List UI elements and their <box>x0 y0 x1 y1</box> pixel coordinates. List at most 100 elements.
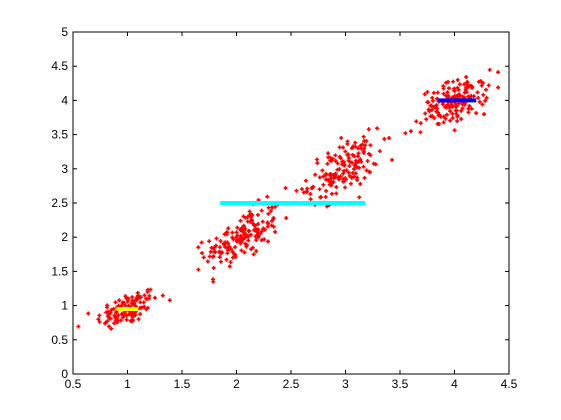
data-point <box>76 324 81 329</box>
data-point <box>451 79 456 84</box>
data-point <box>353 171 358 176</box>
data-point <box>294 188 299 193</box>
data-point <box>152 295 157 300</box>
data-point <box>454 108 459 113</box>
data-point <box>86 311 91 316</box>
data-point <box>250 218 255 223</box>
data-point <box>246 238 251 243</box>
data-point <box>109 308 114 313</box>
data-point <box>238 236 243 241</box>
data-point <box>313 172 318 177</box>
data-point <box>254 237 259 242</box>
data-point <box>334 191 339 196</box>
data-point <box>311 184 316 189</box>
data-point <box>228 260 233 265</box>
y-tick-label: 1.5 <box>51 264 68 278</box>
data-point <box>326 178 331 183</box>
data-point <box>225 248 230 253</box>
data-point <box>335 161 340 166</box>
data-point <box>441 84 446 89</box>
data-point <box>214 236 219 241</box>
data-point <box>448 118 453 123</box>
data-point <box>449 104 454 109</box>
data-point <box>334 185 339 190</box>
data-point <box>450 116 455 121</box>
data-point <box>235 225 240 230</box>
data-point <box>352 167 357 172</box>
data-point <box>135 290 140 295</box>
data-point <box>328 172 333 177</box>
data-point <box>486 83 491 88</box>
data-point <box>455 119 460 124</box>
y-tick-label: 3.5 <box>51 128 68 142</box>
data-point <box>255 212 260 217</box>
data-point <box>343 185 348 190</box>
data-point <box>481 92 486 97</box>
data-point <box>239 229 244 234</box>
data-point <box>353 158 358 163</box>
data-point <box>106 324 111 329</box>
data-point <box>361 164 366 169</box>
data-point <box>130 315 135 320</box>
data-point <box>301 190 306 195</box>
x-tick-label: 3.5 <box>392 377 409 391</box>
data-point <box>315 161 320 166</box>
data-point <box>479 83 484 88</box>
y-tick-label: 4 <box>61 93 68 107</box>
data-point <box>460 94 465 99</box>
data-point <box>426 100 431 105</box>
data-point <box>342 168 347 173</box>
data-point <box>224 257 229 262</box>
data-point <box>233 255 238 260</box>
data-point <box>196 245 201 250</box>
data-point <box>441 91 446 96</box>
data-point <box>125 299 130 304</box>
data-point <box>259 208 264 213</box>
data-point <box>337 154 342 159</box>
y-tick-label: 2.5 <box>51 196 68 210</box>
data-point <box>112 321 117 326</box>
data-point <box>273 204 278 209</box>
data-point <box>299 187 304 192</box>
data-point <box>347 163 352 168</box>
data-point <box>251 252 256 257</box>
data-point <box>317 187 322 192</box>
data-point <box>97 313 102 318</box>
data-point <box>348 181 353 186</box>
data-point <box>467 103 472 108</box>
y-tick-label: 3 <box>61 162 68 176</box>
data-point <box>341 171 346 176</box>
data-point <box>136 317 141 322</box>
data-point <box>232 252 237 257</box>
data-point <box>408 129 413 134</box>
data-point <box>443 116 448 121</box>
data-point <box>109 326 114 331</box>
data-point <box>352 174 357 179</box>
data-point <box>129 319 134 324</box>
data-point <box>445 90 450 95</box>
y-tick-labels: 0 0.5 1 1.5 2 2.5 3 3.5 4 4.5 5 <box>51 25 68 381</box>
y-tick-label: 0.5 <box>51 333 68 347</box>
data-point <box>329 183 334 188</box>
data-point <box>414 119 419 124</box>
data-point <box>273 229 278 234</box>
data-point <box>138 300 143 305</box>
data-point <box>247 209 252 214</box>
data-point <box>224 230 229 235</box>
data-point <box>96 317 101 322</box>
data-point <box>450 111 455 116</box>
data-point <box>462 102 467 107</box>
data-point <box>435 90 440 95</box>
data-point <box>441 120 446 125</box>
data-point <box>225 240 230 245</box>
data-point <box>365 159 370 164</box>
data-point <box>105 319 110 324</box>
data-point <box>252 223 257 228</box>
data-point <box>124 317 129 322</box>
data-point <box>315 157 320 162</box>
data-point <box>355 175 360 180</box>
data-point <box>343 176 348 181</box>
data-point <box>432 116 437 121</box>
data-point <box>260 219 265 224</box>
data-point <box>266 205 271 210</box>
